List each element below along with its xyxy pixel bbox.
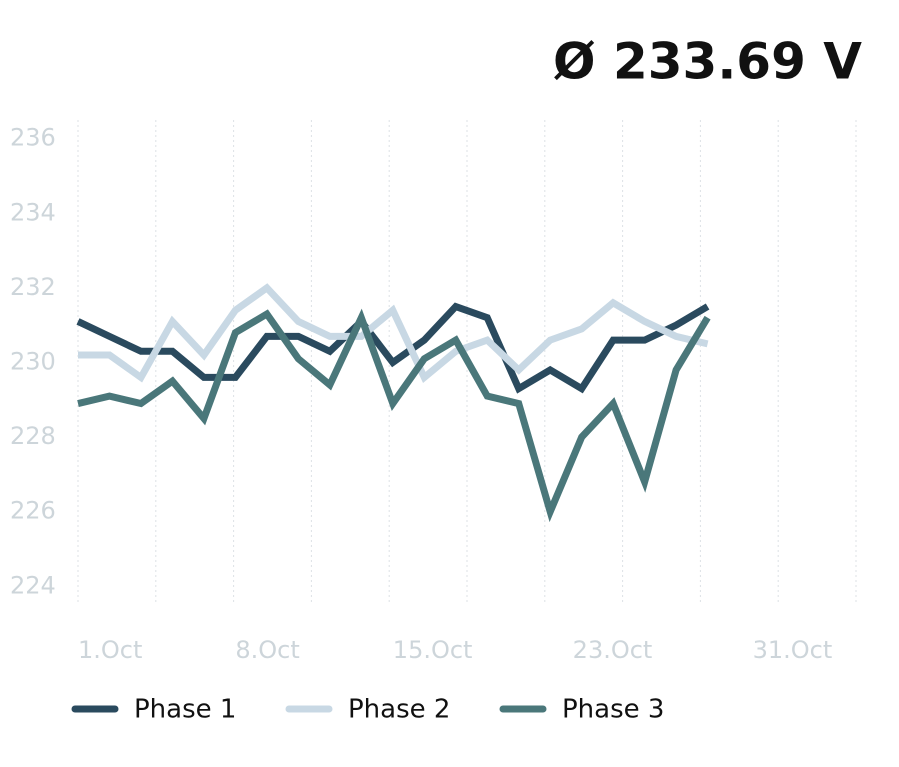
legend-label: Phase 3 xyxy=(562,695,664,725)
x-tick-label: 1.Oct xyxy=(78,636,142,664)
y-tick-label: 224 xyxy=(10,571,56,599)
y-tick-label: 234 xyxy=(10,198,56,226)
legend-label: Phase 1 xyxy=(134,695,236,725)
x-tick-label: 8.Oct xyxy=(235,636,299,664)
series-line xyxy=(78,283,709,384)
x-tick-label: 31.Oct xyxy=(753,636,833,664)
series-line xyxy=(77,308,711,523)
x-tick-label: 15.Oct xyxy=(393,636,473,664)
chart-title: Ø 233.69 V xyxy=(553,33,862,91)
series-line xyxy=(76,302,710,394)
y-tick-label: 230 xyxy=(10,348,56,376)
y-tick-label: 228 xyxy=(10,422,56,450)
y-tick-label: 232 xyxy=(10,273,56,301)
legend-label: Phase 2 xyxy=(348,695,450,725)
y-tick-label: 236 xyxy=(10,124,56,152)
x-tick-label: 23.Oct xyxy=(573,636,653,664)
y-tick-label: 226 xyxy=(10,497,56,525)
